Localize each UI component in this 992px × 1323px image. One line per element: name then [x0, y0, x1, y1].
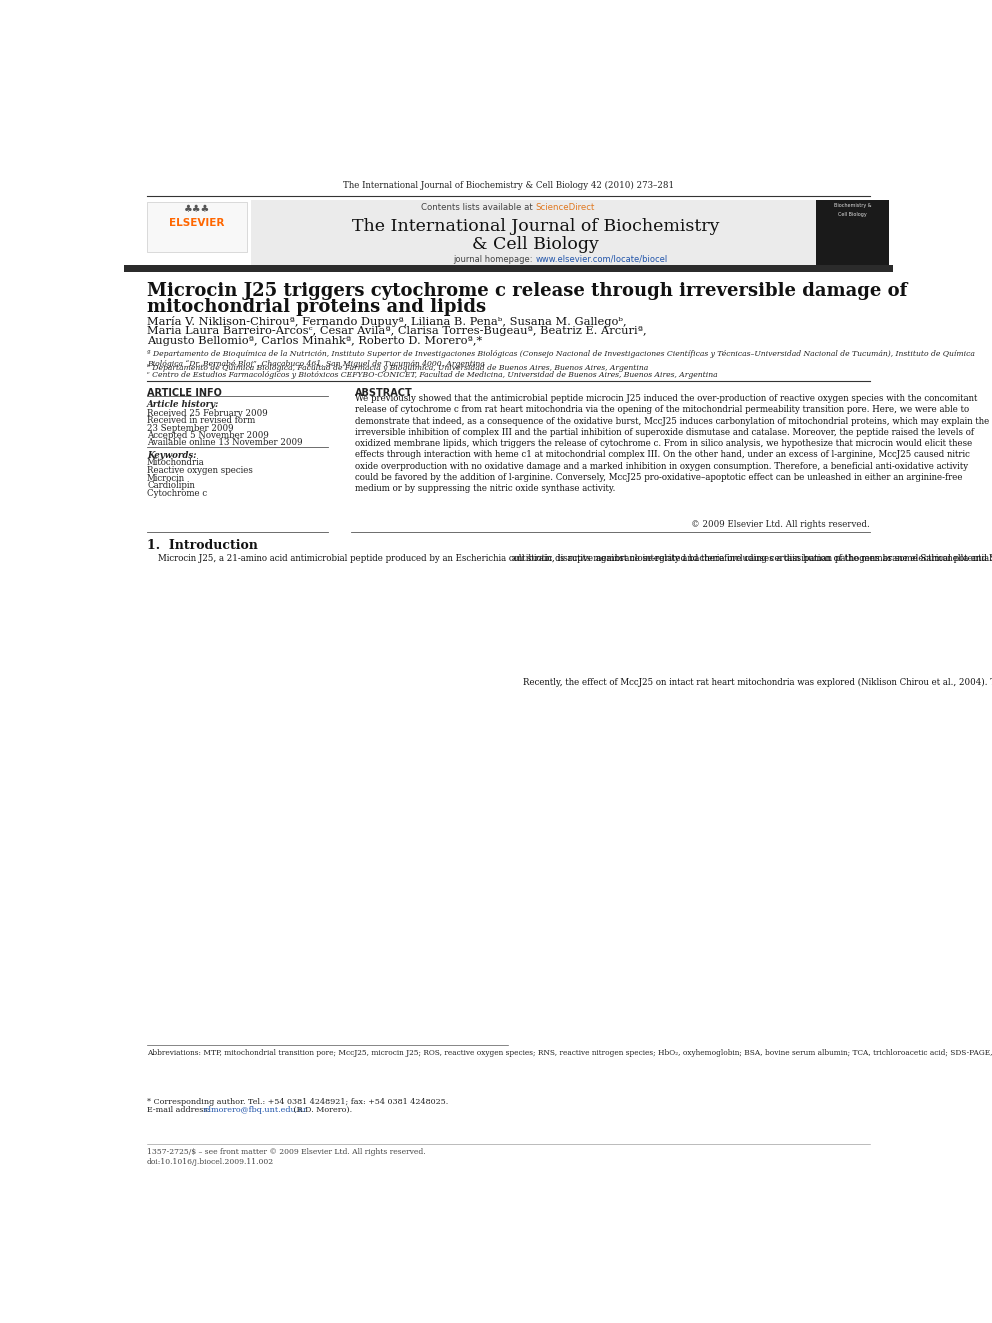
- Text: www.elsevier.com/locate/biocel: www.elsevier.com/locate/biocel: [536, 254, 668, 263]
- Text: ABSTRACT: ABSTRACT: [355, 388, 413, 398]
- Text: ELSEVIER: ELSEVIER: [170, 218, 225, 228]
- Text: Microcin: Microcin: [147, 474, 186, 483]
- Text: Microcin J25 triggers cytochrome c release through irreversible damage of: Microcin J25 triggers cytochrome c relea…: [147, 282, 908, 300]
- Text: Mitochondria: Mitochondria: [147, 458, 204, 467]
- Text: antibiotic disrupts membrane integrity and therefore causes a dissipation of the: antibiotic disrupts membrane integrity a…: [512, 554, 992, 564]
- Text: mitochondrial proteins and lipids: mitochondrial proteins and lipids: [147, 298, 486, 316]
- Text: doi:10.1016/j.biocel.2009.11.002: doi:10.1016/j.biocel.2009.11.002: [147, 1158, 274, 1166]
- Text: ᶜ Centro de Estudios Farmacológicos y Biotóxicos CEFYBO-CONICET, Facultad de Med: ᶜ Centro de Estudios Farmacológicos y Bi…: [147, 370, 717, 378]
- Text: The International Journal of Biochemistry & Cell Biology 42 (2010) 273–281: The International Journal of Biochemistr…: [343, 181, 674, 191]
- Text: Maria Laura Barreiro-Arcosᶜ, Cesar Avilaª, Clarisa Torres-Bugeauª, Beatriz E. Ar: Maria Laura Barreiro-Arcosᶜ, Cesar Avila…: [147, 325, 647, 336]
- Text: Article history:: Article history:: [147, 400, 219, 409]
- Text: (R.D. Morero).: (R.D. Morero).: [291, 1106, 352, 1114]
- Text: Available online 13 November 2009: Available online 13 November 2009: [147, 438, 303, 447]
- Text: Cell Biology: Cell Biology: [838, 212, 867, 217]
- Text: Reactive oxygen species: Reactive oxygen species: [147, 466, 253, 475]
- Text: Recently, the effect of MccJ25 on intact rat heart mitochondria was explored (Ni: Recently, the effect of MccJ25 on intact…: [512, 679, 992, 688]
- Text: E-mail address:: E-mail address:: [147, 1106, 213, 1114]
- Text: Keywords:: Keywords:: [147, 451, 196, 460]
- Text: 23 September 2009: 23 September 2009: [147, 423, 234, 433]
- Text: Accepted 5 November 2009: Accepted 5 November 2009: [147, 431, 269, 439]
- Text: Augusto Bellomioª, Carlos Minahkª, Roberto D. Moreroª,*: Augusto Bellomioª, Carlos Minahkª, Rober…: [147, 336, 482, 347]
- Text: Contents lists available at: Contents lists available at: [421, 202, 536, 212]
- Text: María V. Niklison-Chirouª, Fernando Dupuyª, Liliana B. Penaᵇ, Susana M. Gallegoᵇ: María V. Niklison-Chirouª, Fernando Dupu…: [147, 316, 627, 327]
- Text: The International Journal of Biochemistry: The International Journal of Biochemistr…: [351, 218, 719, 235]
- Text: ScienceDirect: ScienceDirect: [536, 202, 594, 212]
- Text: Biochemistry &: Biochemistry &: [834, 202, 872, 208]
- Text: ARTICLE INFO: ARTICLE INFO: [147, 388, 222, 398]
- Text: Microcin J25, a 21-amino acid antimicrobial peptide produced by an Escherichia c: Microcin J25, a 21-amino acid antimicrob…: [147, 554, 992, 564]
- Text: ᵇ Departamento de Química Biológica, Facultad de Farmacia y Bioquímica, Universi: ᵇ Departamento de Química Biológica, Fac…: [147, 364, 649, 372]
- Text: rdmorero@fbq.unt.edu.ar: rdmorero@fbq.unt.edu.ar: [202, 1106, 308, 1114]
- Text: Abbreviations: MTP, mitochondrial transition pore; MccJ25, microcin J25; ROS, re: Abbreviations: MTP, mitochondrial transi…: [147, 1049, 992, 1057]
- Text: Cardiolipin: Cardiolipin: [147, 482, 195, 491]
- Bar: [124, 265, 893, 271]
- Text: Received 25 February 2009: Received 25 February 2009: [147, 409, 268, 418]
- Bar: [251, 200, 815, 265]
- Text: 1.  Introduction: 1. Introduction: [147, 538, 258, 552]
- Text: journal homepage:: journal homepage:: [453, 254, 536, 263]
- Text: ª Departamento de Bioquímica de la Nutrición, Instituto Superior de Investigacio: ª Departamento de Bioquímica de la Nutri…: [147, 351, 975, 368]
- Text: 1357-2725/$ – see front matter © 2009 Elsevier Ltd. All rights reserved.: 1357-2725/$ – see front matter © 2009 El…: [147, 1148, 426, 1156]
- Text: & Cell Biology: & Cell Biology: [472, 237, 599, 253]
- Bar: [147, 201, 247, 253]
- Text: * Corresponding author. Tel.: +54 0381 4248921; fax: +54 0381 4248025.: * Corresponding author. Tel.: +54 0381 4…: [147, 1098, 448, 1106]
- Text: Received in revised form: Received in revised form: [147, 417, 255, 426]
- Text: © 2009 Elsevier Ltd. All rights reserved.: © 2009 Elsevier Ltd. All rights reserved…: [691, 520, 870, 529]
- Bar: [815, 200, 889, 265]
- Text: ♣♣♣: ♣♣♣: [184, 204, 210, 213]
- Text: Cytochrome c: Cytochrome c: [147, 488, 207, 497]
- Text: We previously showed that the antimicrobial peptide microcin J25 induced the ove: We previously showed that the antimicrob…: [355, 394, 989, 493]
